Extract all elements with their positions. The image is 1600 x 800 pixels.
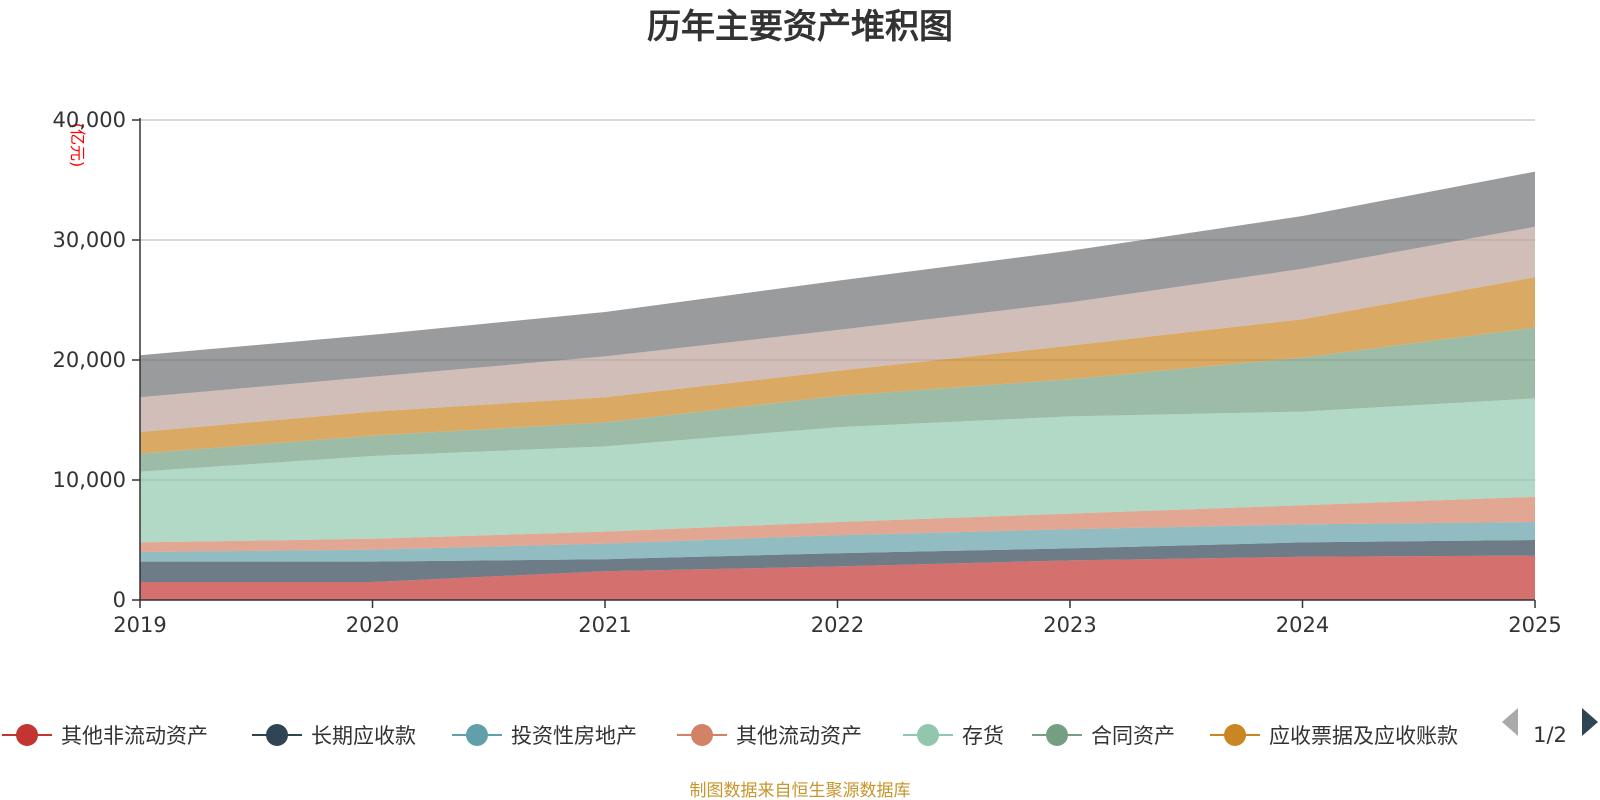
chart-title: 历年主要资产堆积图 (647, 7, 953, 47)
y-tick-label-2: 20,000 (53, 348, 126, 372)
legend-pager[interactable]: 1/2 (1502, 708, 1598, 747)
axes: 0 10,000 20,000 30,000 40,000 2019 2020 2021 202… (53, 108, 1562, 637)
x-tick-label-6: 2025 (1508, 613, 1561, 637)
y-tick-label-4: 40,000 (53, 108, 126, 132)
legend-next-icon[interactable] (1582, 708, 1598, 736)
legend-label-0: 其他非流动资产 (61, 724, 208, 748)
legend-marker-5 (1046, 724, 1068, 746)
legend-marker-2 (466, 724, 488, 746)
area-series-2[interactable] (140, 522, 1535, 562)
area-series-0[interactable] (140, 555, 1535, 600)
legend-marker-0 (16, 724, 38, 746)
y-tick-label-3: 30,000 (53, 228, 126, 252)
legend-marker-4 (917, 724, 939, 746)
legend-label-4: 存货 (962, 724, 1004, 748)
legend-page-indicator: 1/2 (1533, 723, 1567, 747)
legend-marker-1 (266, 724, 288, 746)
x-tick-label-0: 2019 (113, 613, 166, 637)
legend-item-6[interactable]: 应收票据及应收账款 (1210, 724, 1458, 748)
area-series-5[interactable] (140, 327, 1535, 472)
legend-prev-icon[interactable] (1502, 708, 1518, 736)
legend[interactable]: 其他非流动资产 长期应收款 投资性房地产 其他流动资产 存货 合同资产 应收票据及应收账款 (2, 724, 1458, 748)
x-tick-label-5: 2024 (1276, 613, 1329, 637)
legend-item-2[interactable]: 投资性房地产 (452, 724, 637, 748)
area-series (140, 171, 1535, 600)
legend-label-5: 合同资产 (1091, 724, 1175, 748)
area-series-7[interactable] (140, 226, 1535, 432)
y-tick-label-1: 10,000 (53, 468, 126, 492)
legend-item-4[interactable]: 存货 (903, 724, 1004, 748)
area-series-3[interactable] (140, 496, 1535, 552)
legend-label-6: 应收票据及应收账款 (1269, 724, 1458, 748)
x-tick-label-3: 2022 (811, 613, 864, 637)
x-tick-label-1: 2020 (346, 613, 399, 637)
x-tick-label-4: 2023 (1043, 613, 1096, 637)
legend-label-2: 投资性房地产 (511, 724, 637, 748)
x-tick-label-2: 2021 (578, 613, 631, 637)
legend-item-0[interactable]: 其他非流动资产 (2, 724, 208, 748)
area-series-1[interactable] (140, 540, 1535, 582)
legend-label-3: 其他流动资产 (736, 724, 862, 748)
legend-marker-3 (691, 724, 713, 746)
area-series-6[interactable] (140, 277, 1535, 454)
y-axis-unit-label: (亿元) (68, 123, 87, 168)
legend-item-5[interactable]: 合同资产 (1032, 724, 1175, 748)
legend-label-1: 长期应收款 (311, 724, 416, 748)
legend-item-1[interactable]: 长期应收款 (252, 724, 416, 748)
y-tick-label-0: 0 (113, 588, 126, 612)
source-note: 制图数据来自恒生聚源数据库 (690, 781, 911, 800)
area-series-8[interactable] (140, 171, 1535, 398)
legend-item-3[interactable]: 其他流动资产 (677, 724, 862, 748)
area-series-4[interactable] (140, 398, 1535, 543)
legend-marker-6 (1224, 724, 1246, 746)
